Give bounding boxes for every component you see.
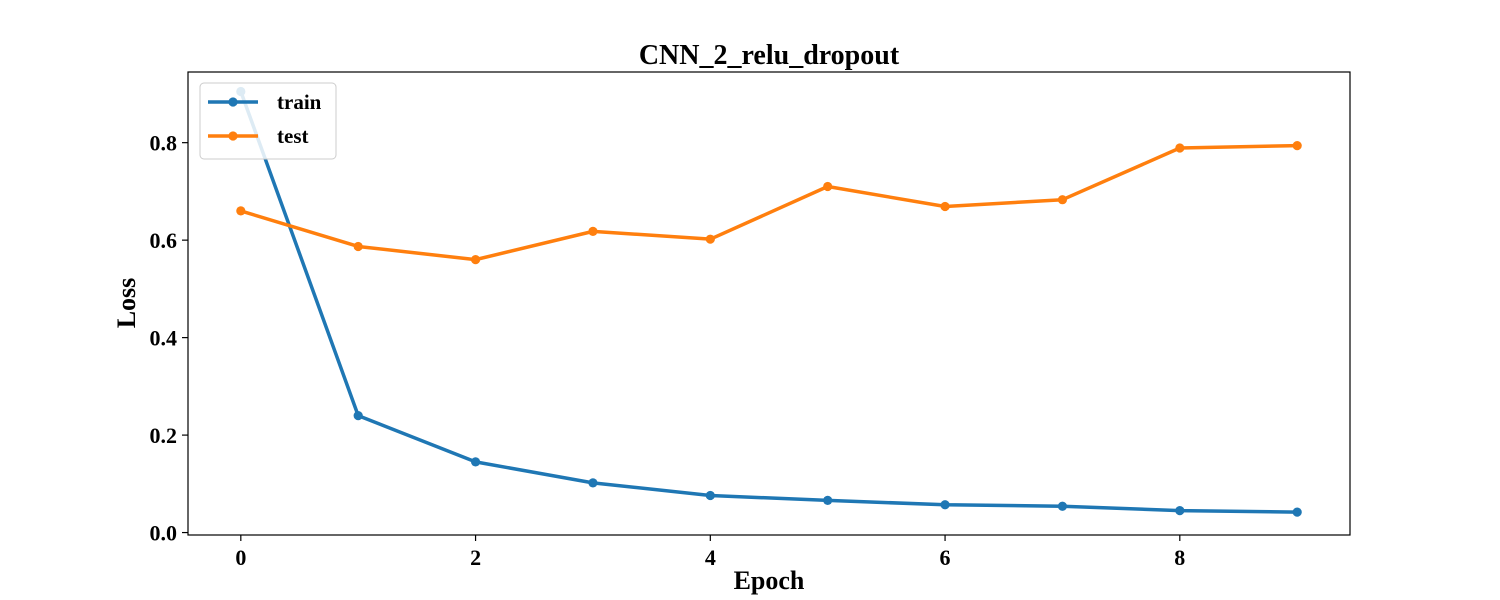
legend-marker-train xyxy=(228,97,238,107)
axes-frame xyxy=(187,71,1351,536)
series-point-train xyxy=(823,495,833,505)
legend-label-test: test xyxy=(277,124,308,148)
series-point-train xyxy=(470,457,481,467)
legend-marker-test xyxy=(228,131,238,141)
plot-area: 0 2 4 6 8 0.0 0.2 0.4 0.6 0.8 train test xyxy=(150,71,1351,570)
series-point-test xyxy=(236,206,246,216)
y-tick-label: 0.4 xyxy=(150,326,178,351)
y-tick-label: 0.2 xyxy=(150,423,178,448)
series-point-train xyxy=(705,490,715,501)
x-tick-label: 8 xyxy=(1174,545,1185,570)
series-point-train xyxy=(1057,501,1068,511)
series-point-test xyxy=(588,226,598,236)
series-point-train xyxy=(1292,507,1302,517)
series-point-test xyxy=(1057,195,1068,205)
series-point-train xyxy=(353,410,363,421)
x-tick-label: 2 xyxy=(470,545,481,570)
series-point-test xyxy=(940,201,950,212)
series-point-test xyxy=(705,234,715,244)
y-tick-label: 0.0 xyxy=(150,521,178,546)
series-point-test xyxy=(1292,140,1302,151)
series-point-test xyxy=(823,181,833,192)
legend: train test xyxy=(199,82,337,160)
series-point-test xyxy=(353,241,363,252)
y-tick-label: 0.6 xyxy=(150,228,178,253)
series-point-test xyxy=(470,255,481,265)
series-point-test xyxy=(1175,143,1185,153)
series-point-train xyxy=(940,500,950,510)
x-tick-label: 4 xyxy=(705,545,716,570)
series-point-train xyxy=(1175,506,1185,516)
series-line-train xyxy=(239,89,1299,514)
y-tick-label: 0.8 xyxy=(150,131,178,156)
series-line-test xyxy=(239,143,1299,262)
x-axis-label: Epoch xyxy=(734,566,805,595)
legend-label-train: train xyxy=(277,90,322,114)
series-point-train xyxy=(588,478,598,488)
chart-title: CNN_2_relu_dropout xyxy=(639,40,900,71)
x-tick-label: 6 xyxy=(940,545,951,570)
y-axis-label: Loss xyxy=(112,278,141,329)
x-tick-label: 0 xyxy=(235,545,246,570)
